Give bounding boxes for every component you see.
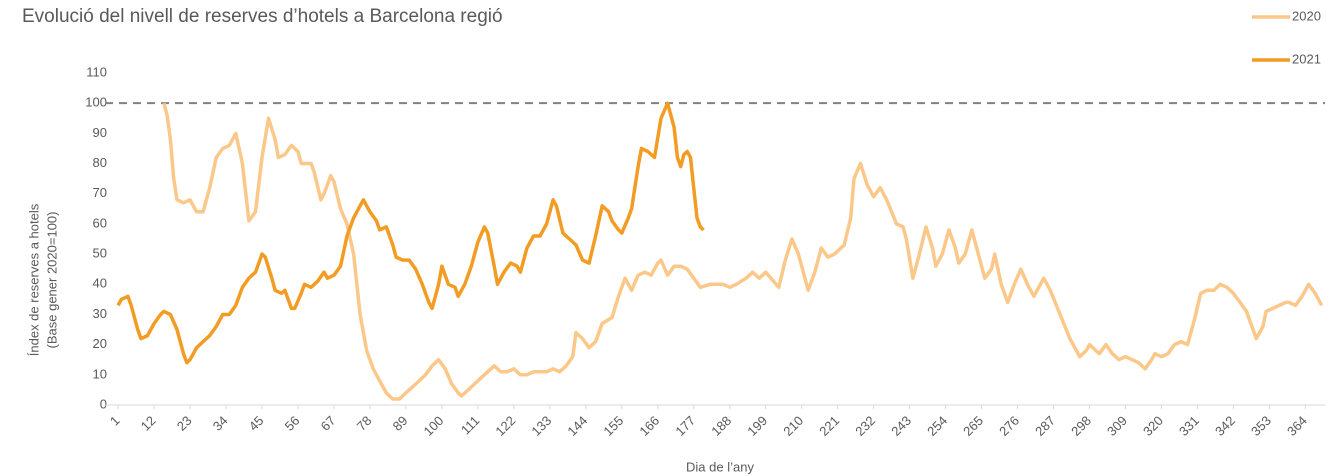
x-tick-label: 12 bbox=[138, 413, 159, 434]
x-tick-label: 122 bbox=[492, 413, 518, 439]
y-tick-label: 100 bbox=[85, 95, 107, 110]
x-tick-label: 155 bbox=[600, 413, 626, 439]
x-tick-label: 364 bbox=[1284, 413, 1310, 439]
x-tick-label: 100 bbox=[420, 413, 446, 439]
legend-label: 2021 bbox=[1292, 51, 1321, 66]
y-tick-label: 60 bbox=[93, 215, 107, 230]
y-axis-label: (Base gener 2020=100) bbox=[44, 212, 59, 349]
x-tick-label: 166 bbox=[636, 413, 662, 439]
x-tick-label: 67 bbox=[318, 413, 339, 434]
y-axis-label: Índex de reserves a hotels bbox=[26, 203, 41, 356]
y-tick-label: 30 bbox=[93, 306, 107, 321]
x-tick-label: 298 bbox=[1068, 413, 1094, 439]
x-tick-label: 45 bbox=[246, 413, 267, 434]
x-tick-label: 309 bbox=[1104, 413, 1130, 439]
x-tick-label: 188 bbox=[708, 413, 734, 439]
y-tick-label: 10 bbox=[93, 366, 107, 381]
x-tick-label: 276 bbox=[996, 413, 1022, 439]
x-tick-label: 342 bbox=[1212, 413, 1238, 439]
x-tick-label: 210 bbox=[780, 413, 806, 439]
x-tick-label: 199 bbox=[744, 413, 770, 439]
x-tick-label: 34 bbox=[210, 413, 231, 434]
x-tick-label: 56 bbox=[282, 413, 303, 434]
x-tick-label: 254 bbox=[924, 413, 950, 439]
y-tick-label: 50 bbox=[93, 246, 107, 261]
x-tick-label: 78 bbox=[354, 413, 375, 434]
chart-title: Evolució del nivell de reserves d’hotels… bbox=[22, 6, 503, 27]
x-axis-label: Dia de l’any bbox=[686, 459, 754, 474]
x-tick-label: 232 bbox=[852, 413, 878, 439]
y-tick-label: 110 bbox=[86, 64, 107, 79]
x-tick-label: 133 bbox=[528, 413, 554, 439]
y-tick-label: 80 bbox=[93, 155, 107, 170]
series-line bbox=[162, 102, 1324, 401]
y-tick-label: 70 bbox=[93, 185, 107, 200]
x-tick-label: 320 bbox=[1140, 413, 1166, 439]
y-tick-label: 20 bbox=[93, 336, 107, 351]
x-tick-label: 265 bbox=[960, 413, 986, 439]
legend-label: 2020 bbox=[1292, 8, 1321, 23]
x-tick-label: 23 bbox=[174, 413, 195, 434]
x-tick-label: 353 bbox=[1248, 413, 1274, 439]
x-tick-label: 1 bbox=[107, 413, 123, 429]
x-tick-label: 287 bbox=[1032, 413, 1058, 439]
y-tick-label: 90 bbox=[93, 125, 107, 140]
y-tick-label: 40 bbox=[93, 276, 107, 291]
x-tick-label: 331 bbox=[1176, 413, 1202, 439]
x-tick-label: 243 bbox=[888, 413, 914, 439]
x-tick-label: 111 bbox=[458, 413, 483, 438]
x-tick-label: 144 bbox=[564, 413, 590, 439]
series-line bbox=[116, 101, 705, 365]
x-tick-label: 177 bbox=[672, 413, 698, 439]
y-tick-label: 0 bbox=[100, 396, 107, 411]
x-tick-label: 89 bbox=[390, 413, 411, 434]
x-tick-label: 221 bbox=[816, 413, 842, 439]
